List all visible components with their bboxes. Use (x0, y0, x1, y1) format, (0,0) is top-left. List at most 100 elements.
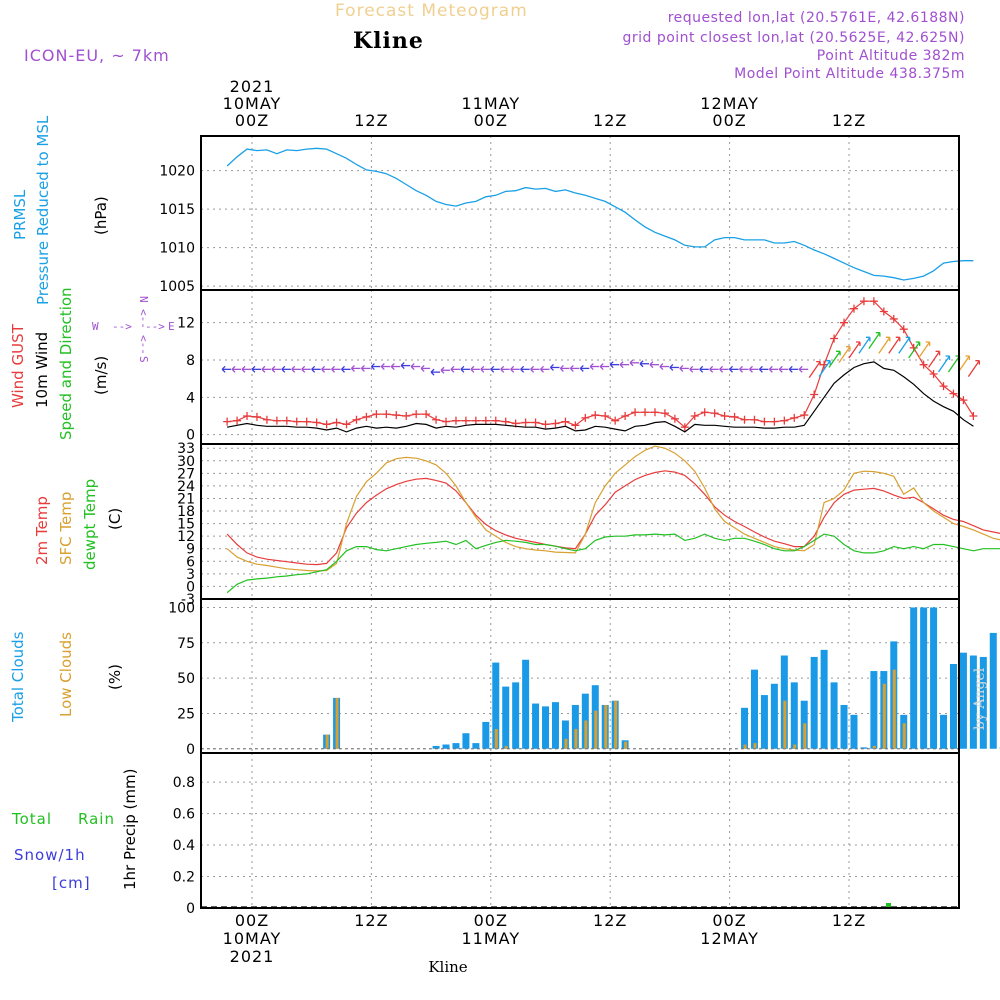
gust-marker (302, 417, 311, 426)
top-time-label: 12Z (832, 111, 866, 130)
arrow-head (865, 336, 871, 342)
wind-direction-arrow (669, 364, 679, 371)
gust-marker (800, 411, 809, 420)
bottom-time-label: 12Z (593, 911, 627, 930)
total-clouds-bar (770, 683, 778, 749)
gust-marker (322, 420, 331, 429)
arrow-head (816, 360, 821, 366)
total-clouds-bar (452, 743, 460, 749)
wind-direction-arrow (420, 364, 431, 372)
wind-direction-arrow (261, 365, 271, 373)
arrow-head (251, 365, 256, 373)
arrow-head (550, 364, 554, 371)
wind-direction-arrow (808, 360, 821, 378)
low-clouds-bar (494, 728, 498, 749)
arrow-head (826, 360, 831, 365)
arrow-shaft (888, 336, 901, 354)
y-tick-label: 3 (186, 567, 195, 583)
top-time-label: 00Z (712, 111, 746, 130)
gust-marker (332, 418, 341, 427)
bottom-time-label: 00Z (474, 911, 508, 930)
arrow-head (291, 365, 296, 373)
gust-marker (929, 370, 938, 378)
wind-dir-label: Speed and Direction (57, 287, 75, 440)
low-clouds-bar (325, 734, 329, 749)
gust-marker (959, 396, 968, 405)
y-tick-label: 1020 (159, 164, 195, 180)
y-tick-label: 30 (177, 454, 195, 470)
bottom-time-label: 12Z (354, 911, 388, 930)
snow-cm-label: [cm] (52, 874, 91, 892)
arrow-head (241, 365, 246, 373)
temp2m-label: 2m Temp (33, 496, 51, 565)
arrow-head (719, 365, 724, 373)
top-time-label: 2021 (230, 77, 275, 96)
top-time-label: 12Z (354, 111, 388, 130)
arrow-shaft (908, 341, 921, 359)
gust-marker (342, 420, 351, 429)
location-name: Kline (353, 28, 424, 54)
arrow-head (231, 365, 236, 373)
gust-marker (660, 409, 669, 418)
bottom-time-label: 2021 (230, 947, 275, 966)
top-time-label: 00Z (235, 111, 269, 130)
arrow-head (351, 364, 355, 372)
arrow-head (798, 365, 803, 373)
gust-label: Wind GUST (9, 323, 27, 408)
wind-direction-arrow (579, 364, 590, 372)
arrow-head (281, 365, 286, 373)
low-clouds-bar (793, 744, 797, 749)
gust-marker (461, 416, 470, 425)
arrow-head (569, 364, 574, 372)
arrow-shaft (878, 336, 891, 354)
wind-direction-arrow (609, 361, 620, 369)
gust-marker (969, 412, 978, 420)
arrow-head (935, 350, 941, 356)
gridpoint-coords: grid point closest lon,lat (20.5625E, 42… (622, 30, 965, 46)
precip-units: 1hr Precip (mm) (121, 769, 139, 890)
gust-marker (591, 411, 600, 420)
arrow-shaft (828, 350, 841, 368)
gust-marker (392, 411, 401, 420)
wind-direction-arrow (510, 365, 520, 373)
arrow-head (925, 341, 931, 346)
gust-marker (571, 421, 580, 430)
compass-west: W (92, 320, 99, 333)
gust-marker (551, 419, 560, 428)
series-line-10m-wind (226, 361, 974, 433)
arrow-head (846, 346, 851, 351)
gust-marker (292, 417, 301, 426)
panel-frame (200, 443, 960, 600)
arrow-shaft (848, 341, 861, 359)
gust-marker (710, 409, 719, 418)
total-clouds-bar (442, 744, 450, 749)
total-clouds-bar (969, 655, 977, 749)
wind-direction-arrow (599, 363, 610, 370)
y-tick-label: 0.8 (173, 775, 195, 791)
total-clouds-bar (820, 649, 828, 749)
wind-direction-arrow (778, 365, 789, 373)
arrow-shaft (838, 346, 851, 364)
wind-direction-arrow (709, 365, 719, 373)
wind-direction-arrow (768, 365, 779, 373)
wind-direction-arrow (569, 364, 580, 372)
watermark: by Angel (972, 667, 988, 730)
gust-marker (611, 416, 620, 425)
wind-direction-arrow (699, 365, 709, 373)
total-clouds-bar (542, 706, 550, 749)
low-clouds-bar (584, 720, 588, 749)
wind-direction-arrow (400, 362, 411, 370)
total-clouds-bar (432, 745, 440, 749)
gust-marker (501, 417, 510, 426)
gust-marker (840, 318, 849, 327)
wind-direction-arrow (858, 336, 871, 354)
wind-direction-arrow (749, 365, 759, 373)
low-clouds-bar (564, 738, 568, 749)
low-clouds-label: Low Clouds (57, 632, 75, 717)
arrow-head (480, 365, 485, 373)
gust-marker (790, 413, 799, 422)
y-tick-label: 0.2 (173, 870, 195, 886)
pressure-label-2: Pressure Reduced to MSL (34, 115, 52, 305)
wind-direction-arrow (729, 365, 739, 373)
